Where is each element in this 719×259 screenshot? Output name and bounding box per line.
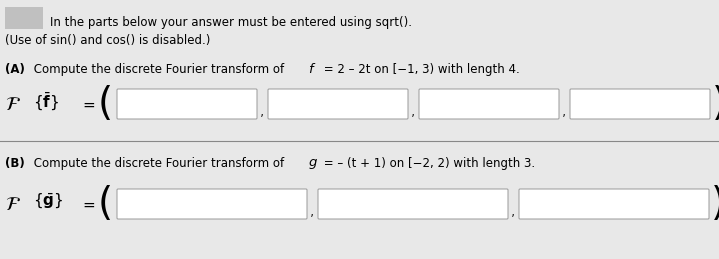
FancyBboxPatch shape [519, 189, 709, 219]
Text: $g$: $g$ [308, 157, 318, 171]
FancyBboxPatch shape [570, 89, 710, 119]
Text: $\{\bar{\mathbf{f}}\}$: $\{\bar{\mathbf{f}}\}$ [33, 90, 59, 112]
Text: ,: , [260, 104, 265, 118]
Text: $\mathcal{F}$: $\mathcal{F}$ [5, 195, 21, 213]
Text: = 2 – 2t on [−1, 3) with length 4.: = 2 – 2t on [−1, 3) with length 4. [320, 62, 520, 76]
Text: (: ( [98, 185, 113, 223]
Text: (A): (A) [5, 62, 25, 76]
Text: ,: , [562, 104, 567, 118]
Text: Compute the discrete Fourier transform of: Compute the discrete Fourier transform o… [30, 62, 288, 76]
Text: $=$: $=$ [80, 97, 96, 112]
Text: ): ) [711, 185, 719, 223]
Text: $\mathcal{F}$: $\mathcal{F}$ [5, 95, 21, 113]
Text: (: ( [98, 85, 113, 123]
Text: $\{\bar{\mathbf{g}}\}$: $\{\bar{\mathbf{g}}\}$ [33, 192, 63, 210]
Text: $=$: $=$ [80, 197, 96, 212]
FancyBboxPatch shape [5, 7, 43, 29]
Text: ,: , [411, 104, 416, 118]
Text: $f$: $f$ [308, 62, 316, 76]
FancyBboxPatch shape [117, 189, 307, 219]
Text: ,: , [511, 204, 516, 218]
Text: ,: , [311, 204, 315, 218]
Text: ): ) [712, 85, 719, 123]
Text: (Use of sin() and cos() is disabled.): (Use of sin() and cos() is disabled.) [5, 34, 211, 47]
Text: In the parts below your answer must be entered using sqrt().: In the parts below your answer must be e… [50, 16, 412, 29]
Text: Compute the discrete Fourier transform of: Compute the discrete Fourier transform o… [30, 157, 288, 170]
FancyBboxPatch shape [318, 189, 508, 219]
FancyBboxPatch shape [419, 89, 559, 119]
FancyBboxPatch shape [117, 89, 257, 119]
FancyBboxPatch shape [268, 89, 408, 119]
Text: = – (t + 1) on [−2, 2) with length 3.: = – (t + 1) on [−2, 2) with length 3. [320, 157, 535, 170]
Text: (B): (B) [5, 157, 24, 170]
